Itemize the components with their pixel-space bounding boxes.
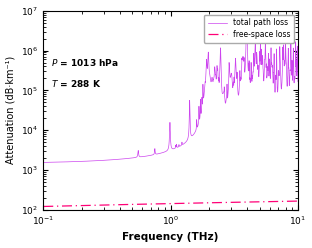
total path loss (230, 77, 234, 80)
Line: free-space loss: free-space loss (43, 201, 298, 207)
total path loss (192, 132, 196, 135)
total path loss (203, 81, 207, 84)
Text: $P$ = 1013 hPa: $P$ = 1013 hPa (51, 57, 119, 68)
X-axis label: Frequency (THz): Frequency (THz) (122, 232, 219, 243)
Y-axis label: Attenuation (dB·km⁻¹): Attenuation (dB·km⁻¹) (6, 56, 16, 164)
Line: total path loss: total path loss (43, 24, 298, 162)
Legend: total path loss, free-space loss: total path loss, free-space loss (204, 15, 294, 42)
total path loss (245, 23, 249, 26)
free-space loss (230, 201, 234, 204)
total path loss (41, 161, 45, 164)
free-space loss (296, 200, 300, 203)
total path loss (54, 161, 58, 164)
Text: $T$ = 288 K: $T$ = 288 K (51, 78, 101, 89)
free-space loss (41, 205, 45, 208)
total path loss (244, 56, 247, 59)
free-space loss (203, 201, 207, 204)
total path loss (296, 80, 300, 83)
free-space loss (134, 203, 137, 206)
free-space loss (192, 202, 196, 205)
free-space loss (244, 201, 247, 204)
free-space loss (54, 205, 58, 208)
total path loss (134, 156, 137, 159)
